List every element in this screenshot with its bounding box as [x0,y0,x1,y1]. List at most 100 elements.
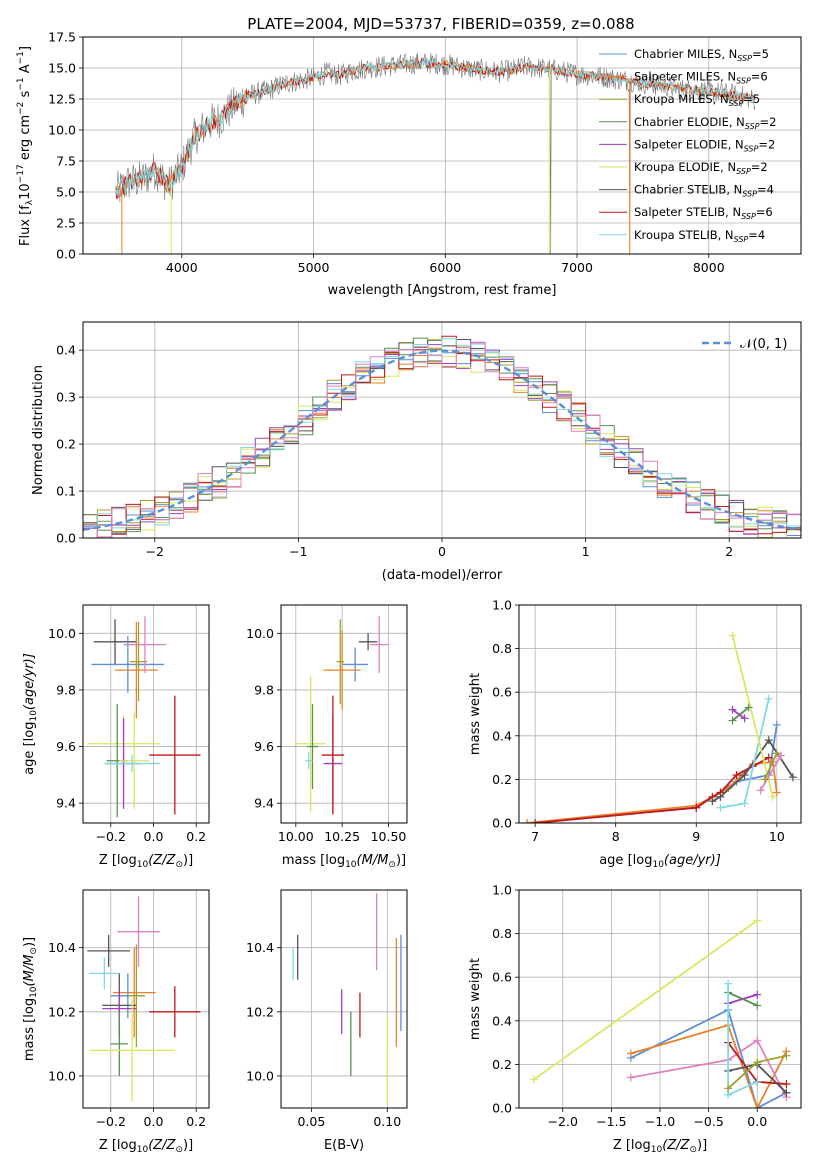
y-tick-label: 0.4 [56,343,76,358]
errorbar [117,896,160,967]
x-tick-label: 5000 [298,260,330,275]
x-tick-label: 0 [438,544,446,559]
weight-series-line [727,991,758,1007]
weight-series [531,753,773,823]
legend-label-post: =6 [756,205,773,219]
spectrum-panel: PLATE=2004, MJD=53737, FIBERID=0359, z=0… [16,15,802,298]
legend-label: Kroupa STELIB, NSSP=4 [634,228,765,244]
legend-label-text: Salpeter STELIB, N [634,205,741,219]
legend-label-post: =2 [758,137,775,151]
y-tick-label: 7.5 [56,154,76,169]
residual-legend: 𝒩(0, 1) [702,337,787,352]
weight-series [523,757,781,823]
errorbar [123,616,167,673]
y-tick-label: 0.2 [56,437,76,452]
x-tick-label: −2.0 [548,1114,578,1129]
x-tick-label: 0.0 [144,829,164,844]
age-weight-panel: 7 8 9 10 0.0 0.2 0.4 0.6 0.8 1.0 age [log10(age/y… [468,598,802,870]
x-tick-label: 0.0 [747,1114,767,1129]
weight-series-line [763,752,778,780]
weight-series [724,1051,791,1093]
y-tick-label: 10.4 [246,940,274,955]
x-tick-label: 10.00 [278,829,314,844]
weight-series [529,916,762,1084]
weight-series-line [731,706,750,722]
errorbar [91,636,165,693]
model-spectrum-line [115,57,756,200]
legend-label-post: =4 [748,228,765,242]
legend-label-text: Kroupa MILES, N [634,92,729,106]
x-tick-label: −2 [146,544,164,559]
y-tick-label: 17.5 [48,30,76,45]
z-mass-xlabel: Z [log10(Z/Z⊙)] [99,1138,193,1155]
errorbar [119,712,150,809]
legend-label-post: =5 [743,92,760,106]
weight-series-line [759,754,782,791]
histogram-step-line [83,338,801,529]
errorbar [149,986,201,1038]
y-tick-label: 0.8 [492,641,512,656]
legend-label: Salpeter STELIB, NSSP=6 [634,205,773,221]
x-tick-label: −1.5 [596,1114,626,1129]
errorbar [358,633,378,651]
z-weight-xlabel: Z [log10(Z/Z⊙)] [613,1138,707,1155]
spectrum-legend: Chabrier MILES, NSSP=5 Salpeter MILES, NS… [599,47,776,244]
errorbar [104,755,160,773]
weight-series [724,988,762,1010]
legend-label-post: =2 [760,115,777,129]
x-tick-label: 0.05 [297,1114,325,1129]
legend-label-post: =2 [751,160,768,174]
y-tick-label: 0.3 [56,390,76,405]
x-tick-label: 1 [582,544,590,559]
legend-label-sub: SSP [729,99,744,108]
errorbar [89,957,120,990]
x-tick-label: 9 [692,829,700,844]
y-tick-label: 0.2 [492,772,512,787]
legend-label-sub: SSP [744,144,759,153]
mass-age-xlabel: mass [log10(M/M⊙)] [282,853,406,870]
legend-label-text: Kroupa ELODIE, N [634,160,736,174]
x-tick-label: 0.2 [186,1114,206,1129]
weight-series-line [533,919,758,1081]
y-tick-label: 0.6 [492,970,512,985]
legend-label: Chabrier ELODIE, NSSP=2 [634,115,776,131]
legend-label-text: Chabrier STELIB, N [634,183,742,197]
y-tick-label: 9.4 [254,796,274,811]
residual-panel: −2 −1 0 1 2 0.0 0.1 0.2 0.3 0.4 (data-model)/erro… [31,321,802,583]
ebv-mass-panel: 0.05 0.10 10.0 10.2 10.4 E(B-V) [246,889,408,1153]
legend-label-post: =5 [752,47,769,61]
errorbar [295,675,326,812]
legend-label-post: =4 [757,183,774,197]
residual-xlabel: (data-model)/error [382,568,503,583]
errorbar [110,1011,128,1076]
y-tick-label: 0.2 [492,1057,512,1072]
histogram-step-line [83,341,801,538]
y-tick-label: 0.0 [56,531,76,546]
weight-series-line [731,708,746,720]
gaussian-legend-label: 𝒩(0, 1) [740,337,787,352]
errorbar [87,934,130,967]
x-tick-label: 6000 [429,260,461,275]
weight-series-line [527,761,778,823]
y-tick-label: 10.2 [48,1004,76,1019]
legend-label: Chabrier MILES, NSSP=5 [634,47,769,63]
weight-series-line [630,1008,787,1108]
weight-series [756,751,785,795]
y-tick-label: 10.0 [48,123,76,138]
y-tick-label: 10.0 [246,1068,274,1083]
legend-label-sub: SSP [737,54,752,63]
x-tick-label: −0.2 [96,1114,126,1129]
errorbar [89,999,175,1102]
residual-ylabel: Normed distribution [31,365,46,495]
errorbar [112,947,156,1038]
y-tick-label: 9.8 [56,682,76,697]
y-tick-label: 0.4 [492,728,512,743]
legend-label-sub: SSP [734,235,749,244]
z-weight-ylabel: mass weight [468,958,483,1040]
weight-series [728,631,777,801]
ebv-mass-xlabel: E(B-V) [324,1138,364,1153]
z-age-panel: −0.2 0.0 0.29.49.69.810.0 Z [log10(Z/Z⊙)] … [22,604,210,870]
legend-label: Salpeter MILES, NSSP=6 [634,70,768,86]
z-mass-ylabel: mass [log10(M/M⊙)] [22,937,39,1061]
